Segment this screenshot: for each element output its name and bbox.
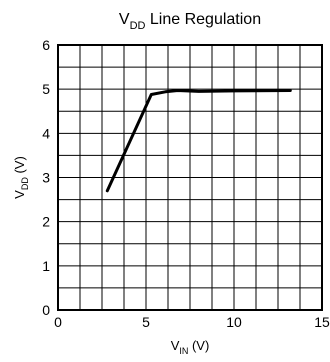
y-tick-label: 5 bbox=[42, 81, 50, 97]
y-axis-label-subscript: DD bbox=[20, 177, 30, 190]
x-axis-label-subscript: IN bbox=[179, 346, 188, 356]
chart-title-rest: Line Regulation bbox=[145, 11, 261, 28]
chart-title-main: V bbox=[119, 11, 130, 28]
x-axis-label: VIN (V) bbox=[171, 338, 210, 356]
chart-grid bbox=[58, 45, 322, 310]
series-group bbox=[105, 89, 292, 193]
y-axis-label-rest: (V) bbox=[12, 156, 27, 177]
x-axis-label-rest: (V) bbox=[188, 338, 209, 353]
y-tick-label: 0 bbox=[42, 302, 50, 318]
chart-title: VDD Line Regulation bbox=[119, 11, 261, 32]
x-tick-label: 5 bbox=[142, 314, 150, 330]
series-line bbox=[105, 89, 292, 193]
x-axis-label-main: V bbox=[171, 338, 180, 353]
y-tick-label: 3 bbox=[42, 170, 50, 186]
y-tick-label: 1 bbox=[42, 258, 50, 274]
y-axis-label-main: V bbox=[12, 190, 27, 199]
plot-frame bbox=[57, 44, 323, 311]
x-tick-label: 10 bbox=[226, 314, 242, 330]
x-tick-label: 0 bbox=[54, 314, 62, 330]
y-tick-label: 6 bbox=[42, 37, 50, 53]
y-tick-label: 4 bbox=[42, 125, 50, 141]
tick-labels: 0 1 2 3 4 5 6 0 5 10 15 bbox=[42, 37, 330, 330]
chart-title-subscript: DD bbox=[130, 20, 146, 32]
y-axis-label: VDD (V) bbox=[12, 156, 30, 199]
x-tick-label: 15 bbox=[314, 314, 330, 330]
y-tick-label: 2 bbox=[42, 214, 50, 230]
